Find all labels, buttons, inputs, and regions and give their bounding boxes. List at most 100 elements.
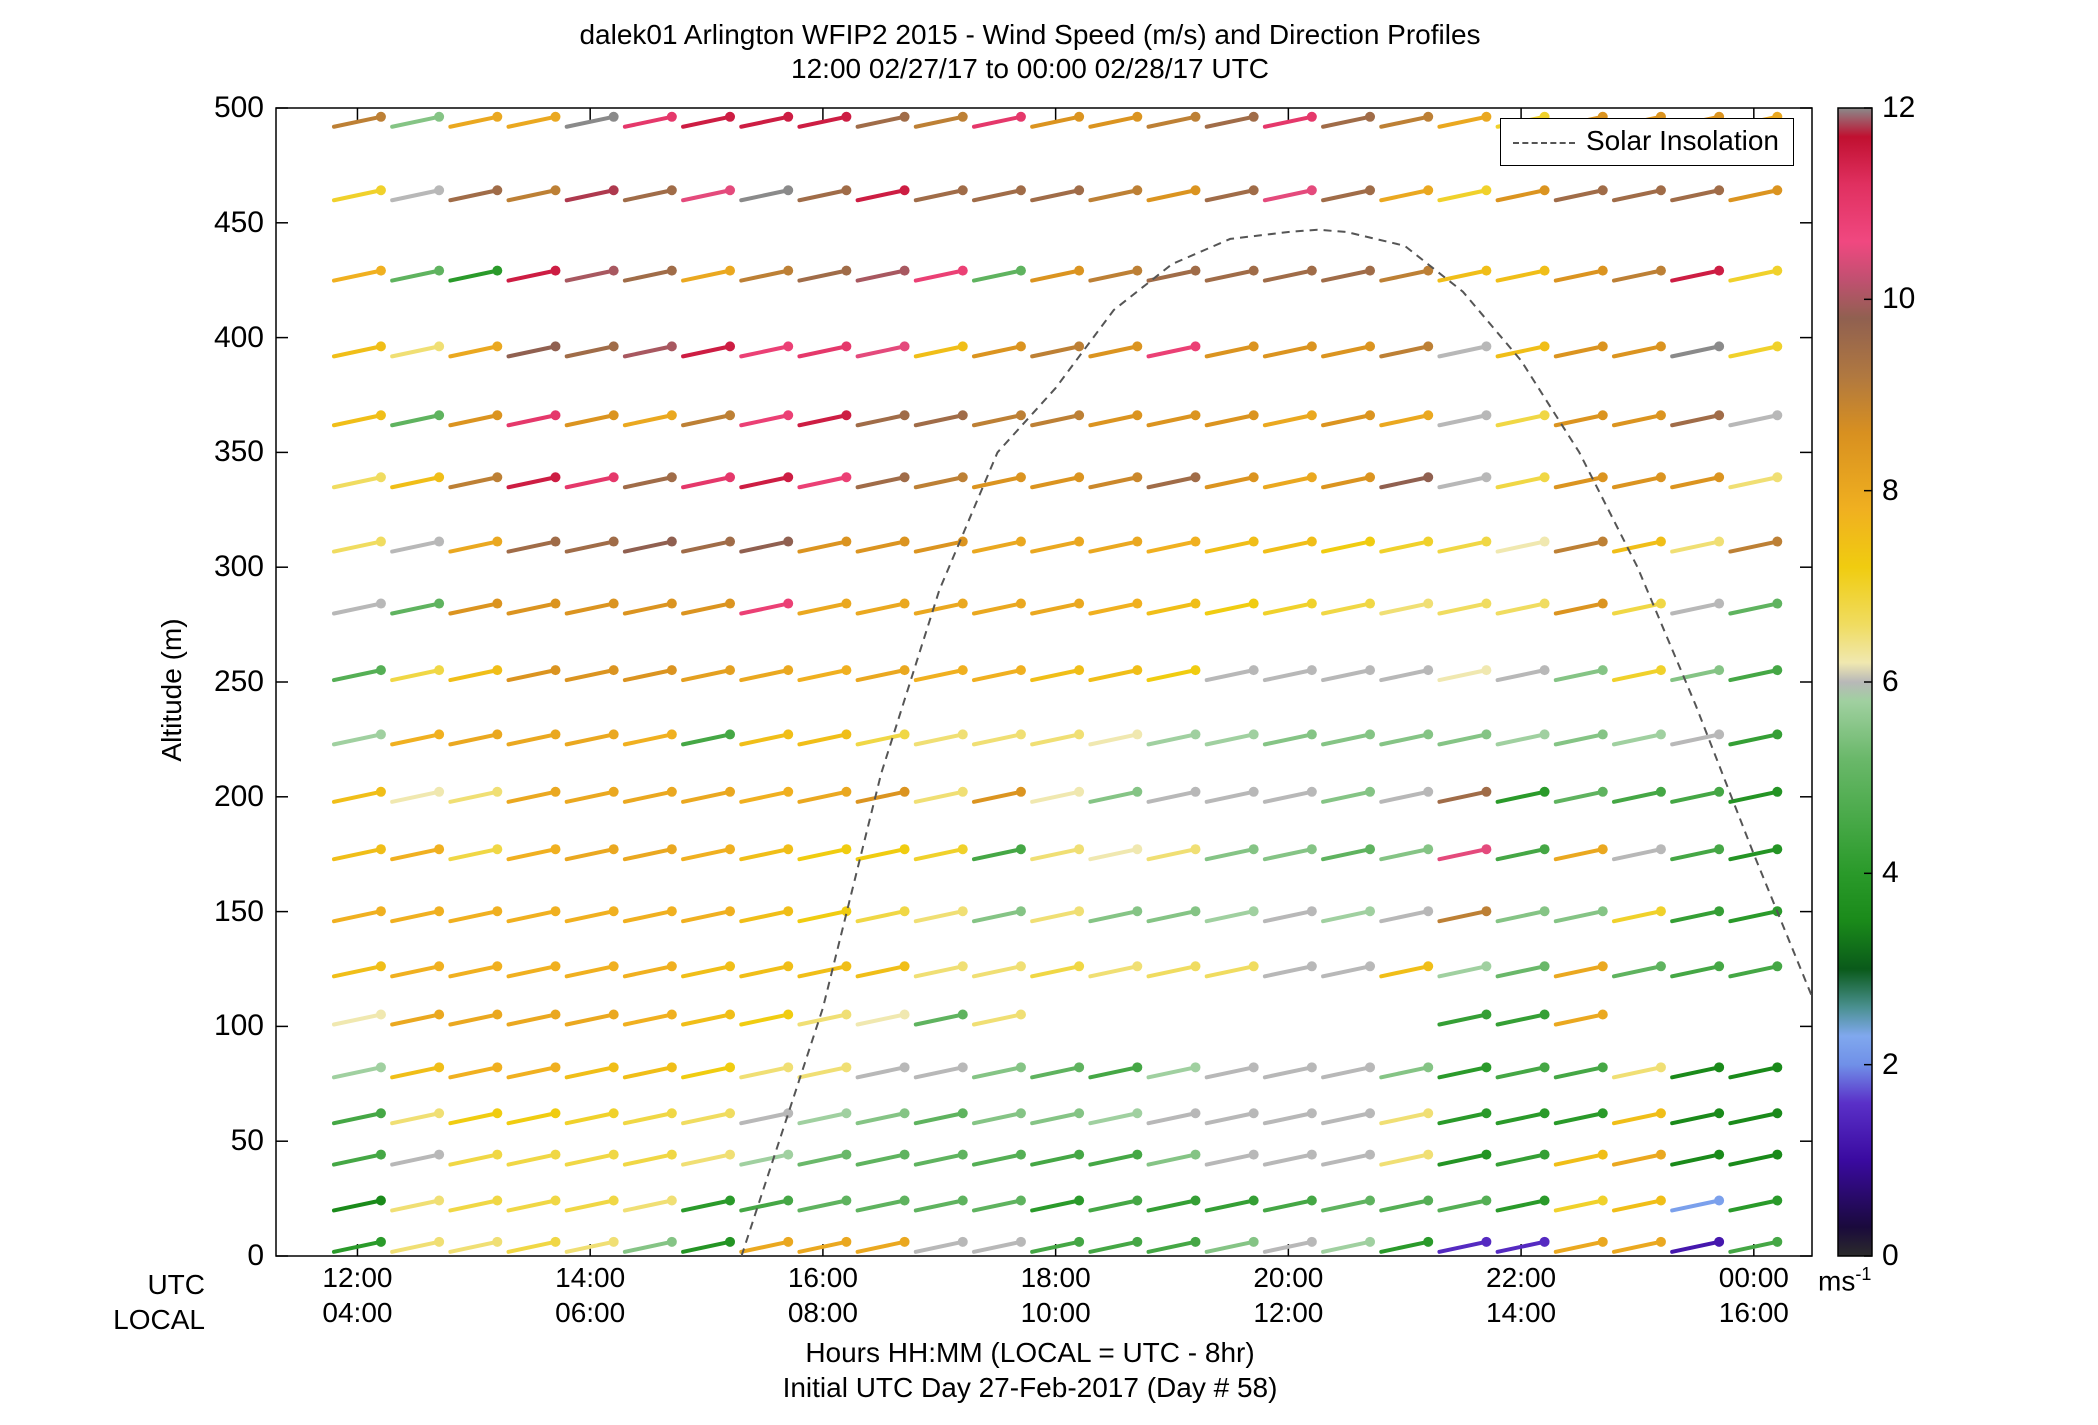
wind-barb-stick [506,344,558,359]
wind-barb-head [957,265,968,276]
wind-barb-stick [331,789,383,804]
wind-barb-head [1365,1062,1376,1073]
wind-barb-head [1772,598,1783,609]
wind-barb-head [899,1195,910,1206]
wind-barb-stick [564,114,616,129]
wind-barb-stick [797,601,849,616]
wind-barb-head [1248,1108,1259,1119]
wind-barb-head [1539,1062,1550,1073]
utc-row-label: UTC [147,1269,205,1300]
wind-barb-head [1248,729,1259,740]
wind-barb-stick [1088,789,1140,804]
wind-barb-head [1132,111,1143,122]
wind-barb-head [1365,1195,1376,1206]
wind-barb-stick [390,539,442,554]
colorbar-tick-label: 8 [1882,473,1899,507]
wind-barb-stick [1670,668,1722,683]
wind-barb-stick [506,188,558,203]
wind-barb-stick [1670,789,1722,804]
wind-barb-stick [1204,964,1256,979]
wind-barb-head [1190,1149,1201,1160]
wind-barb-stick [913,1152,965,1167]
wind-barb-stick [1321,732,1373,747]
x-tick-label-local: 10:00 [1020,1297,1091,1328]
wind-barb-head [492,598,503,609]
wind-barb-head [841,265,852,276]
wind-barb-head [899,1149,910,1160]
wind-barb-stick [1262,413,1314,428]
wind-barb-head [783,906,794,917]
wind-barb-head [1423,111,1434,122]
wind-barb-stick [1553,789,1605,804]
wind-barb-stick [1146,668,1198,683]
wind-barb-stick [1495,668,1547,683]
wind-barb-head [1714,961,1725,972]
wind-barb-head [608,665,619,676]
wind-barb-head [1539,472,1550,483]
wind-barb-head [1306,961,1317,972]
wind-barb-stick [681,1198,733,1213]
wind-barb-stick [390,188,442,203]
wind-barb-stick [1030,1065,1082,1080]
x-tick-label-utc: 22:00 [1486,1262,1557,1293]
wind-barb-head [1132,1149,1143,1160]
wind-barb-stick [564,1198,616,1213]
wind-barb-head [1423,1149,1434,1160]
colorbar-tick-label: 2 [1882,1047,1899,1081]
wind-barb-head [783,1195,794,1206]
wind-barb-stick [971,909,1023,924]
wind-barb-head [725,906,736,917]
wind-barb-stick [1437,1239,1489,1254]
x-tick-label-local: 16:00 [1718,1297,1789,1328]
wind-barb-head [1714,729,1725,740]
wind-barb-stick [1437,1065,1489,1080]
wind-barb-head [1190,1108,1201,1119]
wind-barb-stick [1437,909,1489,924]
wind-barb-head [1190,844,1201,855]
wind-barb-head [1132,472,1143,483]
wind-barb-stick [1262,344,1314,359]
wind-barb-stick [390,1152,442,1167]
wind-barb-head [492,1009,503,1020]
wind-barb-head [899,111,910,122]
wind-barb-stick [390,732,442,747]
wind-barb-stick [622,475,674,490]
wind-barb-stick [1728,539,1780,554]
wind-barb-head [899,1062,910,1073]
wind-barb-stick [1553,601,1605,616]
wind-barb-head [666,472,677,483]
wind-barb-stick [1553,909,1605,924]
wind-barb-stick [1553,1152,1605,1167]
wind-barb-stick [855,1012,907,1027]
wind-barb-stick [1437,1198,1489,1213]
wind-barb-stick [913,539,965,554]
wind-barb-stick [1611,344,1663,359]
wind-barb-head [1772,1236,1783,1247]
wind-barb-stick [1379,268,1431,283]
wind-barb-stick [1088,1065,1140,1080]
colorbar-tick-label: 10 [1882,282,1916,316]
wind-barb-stick [855,847,907,862]
wind-barb-head [1015,844,1026,855]
wind-barb-head [783,536,794,547]
wind-barb-stick [331,1012,383,1027]
wind-barb-stick [506,789,558,804]
wind-barb-stick [739,413,791,428]
wind-barb-stick [1379,601,1431,616]
wind-barb-head [550,1195,561,1206]
wind-barb-head [1132,1236,1143,1247]
wind-barb-stick [331,847,383,862]
wind-barb-stick [855,188,907,203]
wind-barb-stick [855,732,907,747]
x-tick-label-local: 14:00 [1486,1297,1557,1328]
wind-barb-stick [1146,539,1198,554]
wind-barb-head [550,665,561,676]
wind-barb-head [1539,598,1550,609]
wind-barb-stick [390,601,442,616]
wind-barb-head [1074,786,1085,797]
wind-barb-head [434,185,445,196]
wind-barb-stick [739,344,791,359]
wind-barb-head [666,1149,677,1160]
wind-barb-stick [1379,188,1431,203]
wind-barb-head [725,961,736,972]
